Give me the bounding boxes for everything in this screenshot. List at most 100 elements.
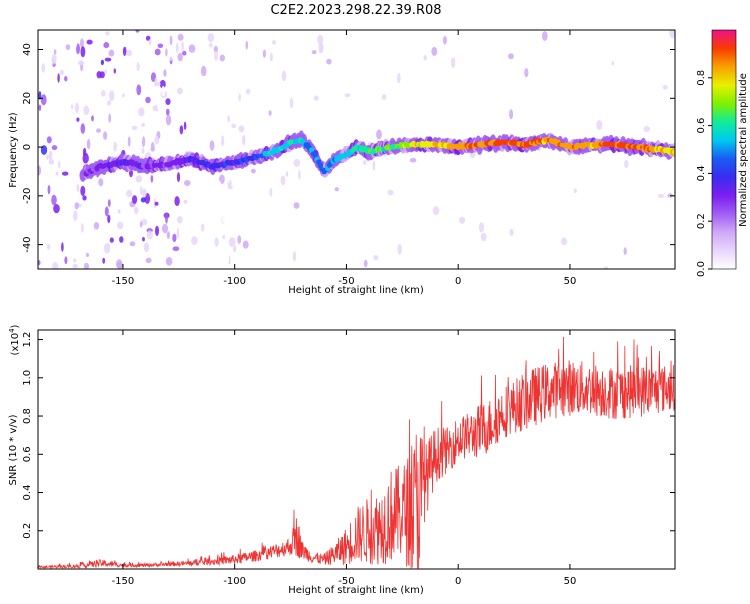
spectrogram-noise-blob (643, 126, 651, 132)
spectrogram-noise-blob (245, 40, 249, 50)
snr-x-tick-label: -50 (338, 576, 354, 587)
spectrogram-noise-blob (423, 55, 428, 61)
spectrogram-noise-blob (108, 49, 115, 57)
spectrogram-noise-blob (47, 185, 51, 195)
spectrogram-noise-blob (212, 245, 217, 255)
spectrogram-noise-blob (199, 239, 206, 247)
spectrogram-noise-blob (134, 253, 139, 264)
spectrogram-noise-blob (117, 209, 121, 214)
spectrogram-noise-blob (218, 135, 222, 144)
spectrogram-noise-blob (214, 50, 218, 62)
colorbar-ticks: 0.0 0.2 0.4 0.6 0.8 (696, 70, 712, 277)
colorbar-label: Normalized spectral amplitude (738, 73, 749, 227)
spectrogram-noise-blob (76, 117, 80, 122)
spectrogram-noise-blob (80, 38, 84, 48)
spectrogram-x-axis-label: Height of straight line (km) (288, 285, 424, 296)
spectrogram-noise-blob (142, 237, 145, 242)
spectrogram-noise-blob (150, 142, 155, 152)
spectrogram-noise-blob (144, 50, 150, 59)
spectrogram-noise-blob (107, 100, 112, 106)
spectrogram-noise-blob (86, 139, 91, 150)
spectrogram-noise-blob (38, 91, 42, 100)
spectrogram-noise-blob (72, 39, 77, 49)
spectrogram-noise-blob (84, 48, 90, 60)
snr-panel: -150 -100 -50 0 50 0.2 0.4 0.6 0.8 1.0 1.2 Height… (8, 324, 676, 596)
spectrogram-noise-blob (39, 222, 43, 231)
spectrogram-noise-blob (200, 65, 207, 77)
spectrogram-noise-blob (227, 115, 231, 123)
spectrogram-noise-blob (113, 68, 117, 74)
spectrogram-noise-blob (320, 43, 323, 53)
spectrogram-noise-blob (62, 232, 68, 237)
spectrogram-noise-blob (107, 199, 111, 207)
spectrogram-noise-blob (172, 246, 180, 251)
spectrogram-noise-blob (127, 212, 134, 223)
spectrogram-noise-blob (209, 140, 215, 151)
spectrogram-noise-blob (155, 225, 159, 236)
spectrogram-noise-blob (262, 49, 266, 58)
spectrogram-noise-blob (547, 30, 551, 38)
spectrogram-noise-blob (231, 123, 237, 129)
spectrogram-noise-blob (268, 110, 272, 116)
spectrogram-noise-blob (50, 222, 54, 231)
spectrogram-noise-blob (228, 237, 236, 247)
spectrogram-y-ticks: -40 -20 0 20 40 (22, 43, 675, 253)
spectrogram-noise-blob (175, 42, 179, 54)
spectrogram-noise-blob (116, 262, 123, 269)
spectrogram-noise-blob (226, 136, 232, 142)
spectrogram-noise-blob (140, 186, 143, 196)
spectrogram-noise-blob (219, 54, 225, 62)
spectrogram-noise-blob (442, 35, 447, 45)
spectrogram-noise-blob (281, 70, 287, 82)
spectrogram-noise-blob (459, 216, 466, 224)
spectrogram-noise-blob (190, 56, 197, 64)
spectrogram-noise-blob (108, 113, 112, 123)
colorbar-tick-label: 0.2 (696, 213, 707, 229)
spectrogram-noise-blob (125, 225, 132, 232)
spectrogram-noise-blob (109, 237, 114, 243)
snr-y-tick-label: 1.2 (22, 332, 33, 348)
snr-multiplier: (x104) (8, 324, 21, 355)
spectrogram-noise-blob (103, 42, 110, 49)
spectrogram-noise-blob (381, 94, 387, 100)
spectrogram-noise-blob (365, 216, 371, 221)
spectrogram-noise-blob (84, 262, 89, 269)
spectrogram-noise-blob (213, 123, 219, 130)
spectrogram-noise-blob (72, 263, 78, 269)
spectrogram-noise-blob (216, 102, 219, 108)
spectrogram-noise-blob (317, 34, 324, 45)
spectrogram-noise-blob (143, 242, 150, 253)
snr-y-tick-label: 0.2 (22, 523, 33, 539)
spectrogram-noise-blob (293, 158, 301, 167)
spectrogram-noise-blob (561, 237, 568, 246)
spectrogram-noise-blob (224, 231, 231, 242)
spectrogram-noise-blob (76, 97, 81, 103)
spectrogram-noise-blob (70, 104, 74, 110)
spectrogram-noise-blob (158, 187, 164, 194)
spectrogram-noise-blob (176, 87, 183, 95)
spectrogram-noise-blob (76, 183, 80, 192)
spectrogram-noise-blob (93, 222, 100, 230)
spectrogram-noise-blob (363, 259, 368, 268)
snr-x-ticks: -150 -100 -50 0 50 (112, 330, 576, 587)
colorbar-tick-label: 0.4 (696, 165, 707, 181)
spectrogram-noise-blob (80, 123, 86, 134)
snr-y-tick-label: 0.4 (22, 485, 33, 501)
spectrogram-noise-blob (142, 188, 147, 198)
spectrogram-noise-blob (142, 136, 146, 148)
spectrogram-noise-blob (145, 96, 151, 104)
spectrogram-noise-blob (237, 235, 242, 244)
spectrogram-noise-blob (122, 183, 127, 191)
spectrogram-noise-blob (104, 69, 108, 75)
spectrogram-noise-blob (73, 258, 77, 263)
spectrogram-noise-blob (135, 30, 140, 33)
spectrogram-noise-blob (38, 165, 42, 176)
spectrogram-noise-blob (285, 171, 289, 177)
spectrogram-noise-blob (657, 193, 665, 198)
spectrogram-noise-blob (445, 79, 450, 85)
spectrogram-noise-blob (103, 131, 108, 140)
spectrogram-noise-blob (63, 52, 69, 59)
spectrogram-noise-blob (313, 95, 319, 101)
spectrogram-ridge-core (312, 152, 318, 158)
spectrogram-noise-blob (166, 231, 171, 240)
